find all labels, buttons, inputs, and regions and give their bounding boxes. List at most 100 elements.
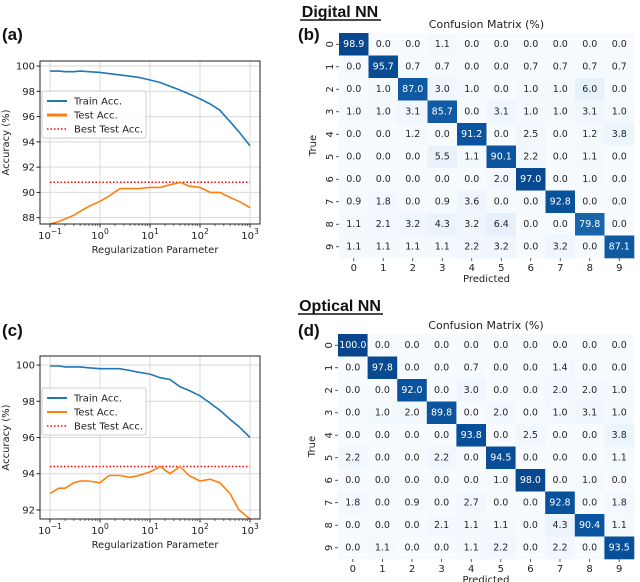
heatmap-cell-value: 1.1 — [435, 241, 450, 252]
heatmap-cell — [457, 33, 487, 56]
heatmap-cell — [368, 123, 399, 146]
heatmap-cell — [339, 100, 369, 124]
heatmap-cell-value: 98.0 — [520, 475, 541, 486]
heatmap-cell — [397, 491, 428, 515]
heatmap-cell — [427, 55, 458, 79]
heatmap-cell — [456, 514, 487, 537]
section-title-digital: Digital NN — [300, 4, 381, 21]
heatmap-cell — [545, 334, 576, 357]
heatmap-cell — [574, 401, 605, 425]
heatmap-cell — [338, 446, 368, 470]
heatmap-cell-value: 3.0 — [435, 84, 450, 95]
heatmap-cell-value: 0.0 — [346, 61, 361, 72]
heatmap-cell-value: 0.0 — [523, 196, 538, 207]
heatmap-cell — [545, 33, 576, 56]
x-tick-label: 1 — [380, 263, 386, 274]
heatmap-cell — [367, 356, 398, 380]
heatmap-cell — [456, 491, 487, 515]
heatmap-cell-value: 0.0 — [612, 475, 627, 486]
heatmap-cell-value: 3.8 — [612, 129, 627, 140]
y-tick-label: 0 — [325, 41, 336, 47]
heatmap-cell — [486, 334, 516, 357]
legend-label-test: Test Acc. — [73, 111, 118, 122]
heatmap-cell — [486, 446, 516, 470]
panel-label-c: (c) — [2, 321, 23, 340]
heatmap-cell — [486, 379, 516, 402]
heatmap-cell-value: 0.0 — [612, 219, 627, 230]
heatmap-cell-value: 0.7 — [464, 362, 479, 373]
heatmap-cell-value: 0.0 — [464, 61, 479, 72]
heatmap-cell-value: 0.0 — [464, 407, 479, 418]
heatmap-cell-value: 0.7 — [553, 61, 568, 72]
heatmap-cell — [604, 514, 635, 537]
heatmap-cell — [426, 401, 457, 425]
x-axis-label: Regularization Parameter — [92, 540, 220, 551]
heatmap-cell-value: 1.0 — [582, 475, 597, 486]
heatmap-cell — [486, 424, 516, 447]
heatmap-cell — [367, 446, 398, 470]
y-tick-label: 1 — [324, 365, 335, 371]
heatmap-cell — [427, 33, 458, 56]
heatmap-cell — [339, 55, 369, 79]
heatmap-cell — [574, 446, 605, 470]
heatmap-cell — [426, 424, 457, 447]
heatmap-cell-value: 3.2 — [494, 241, 509, 252]
heatmap-cell-value: 3.1 — [405, 106, 420, 117]
heatmap-cell — [368, 55, 399, 79]
heatmap-cell-value: 85.7 — [432, 106, 453, 117]
x-tick-label: 10−1 — [38, 227, 62, 242]
y-tick-label: 94 — [22, 137, 35, 148]
heatmap-cell-value: 0.0 — [405, 39, 420, 50]
x-tick-label: 4 — [469, 263, 475, 274]
heatmap-cell — [604, 190, 635, 214]
heatmap-cell-value: 0.0 — [523, 452, 538, 463]
heatmap-cell — [457, 235, 487, 259]
heatmap-cell — [397, 401, 428, 425]
heatmap-cell-value: 0.0 — [345, 362, 360, 373]
x-tick-label: 102 — [191, 227, 209, 242]
heatmap-cell-value: 2.0 — [404, 407, 419, 418]
heatmap-cell-value: 1.0 — [553, 106, 568, 117]
heatmap-cell — [398, 78, 428, 101]
heatmap-cell-value: 0.9 — [346, 196, 361, 207]
heatmap-cell-value: 93.8 — [461, 430, 482, 441]
heatmap-cell — [515, 514, 546, 537]
heatmap-cell — [367, 469, 398, 492]
heatmap-cell-value: 3.2 — [553, 241, 568, 252]
y-tick-label: 3 — [325, 109, 336, 115]
heatmap-cell — [545, 424, 576, 447]
heatmap-cell-value: 0.0 — [345, 475, 360, 486]
heatmap-cell-value: 0.0 — [552, 475, 567, 486]
heatmap-cell — [367, 401, 398, 425]
heatmap-cell-value: 0.0 — [375, 340, 390, 351]
y-tick-label: 100 — [16, 62, 35, 73]
x-tick-label: 103 — [241, 522, 259, 537]
heatmap-cell — [486, 100, 517, 124]
heatmap-cell-value: 0.0 — [435, 174, 450, 185]
x-tick-label: 6 — [527, 564, 533, 575]
heatmap-cell — [486, 514, 516, 537]
heatmap-cell — [516, 145, 546, 169]
heatmap-cell-value: 2.2 — [523, 151, 538, 162]
heatmap-cell-value: 2.5 — [523, 129, 538, 140]
heatmap-cell — [515, 334, 546, 357]
heatmap-cell-value: 0.0 — [345, 520, 360, 531]
heatmap-cell — [604, 491, 635, 515]
heatmap-cell — [604, 446, 635, 470]
heatmap-cell-value: 1.0 — [523, 106, 538, 117]
heatmap-cell — [368, 235, 399, 259]
heatmap-cell — [574, 379, 605, 402]
heatmap-cell-value: 90.1 — [491, 151, 512, 162]
heatmap-cell — [338, 334, 368, 357]
heatmap-cell — [516, 33, 546, 56]
x-tick-label: 5 — [498, 564, 504, 575]
y-tick-label: 96 — [22, 433, 35, 444]
heatmap-cell-value: 1.0 — [376, 106, 391, 117]
y-tick-label: 6 — [325, 176, 336, 182]
heatmap-cell — [516, 213, 546, 236]
heatmap-cell-value: 0.0 — [434, 362, 449, 373]
heatmap-cell-value: 0.0 — [375, 475, 390, 486]
heatmap-cell — [426, 469, 457, 492]
heatmap-cell-value: 1.0 — [493, 475, 508, 486]
